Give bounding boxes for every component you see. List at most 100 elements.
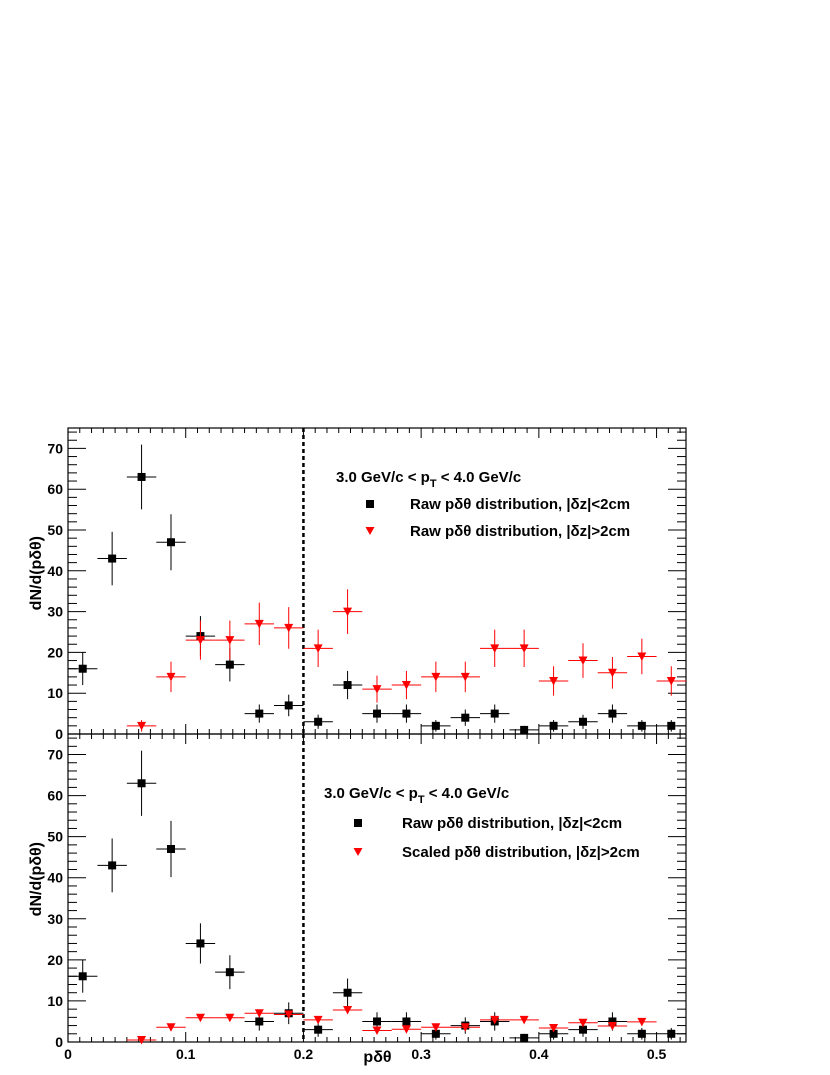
data-point-square	[78, 664, 87, 673]
y-tick-label: 50	[47, 522, 63, 538]
data-point-triangle	[460, 1023, 470, 1032]
data-point-square	[490, 709, 499, 718]
data-point-square	[196, 939, 205, 948]
data-point-triangle	[637, 1017, 647, 1027]
data-point-triangle	[254, 619, 264, 629]
data-point-triangle	[166, 1023, 176, 1032]
data-point-square	[667, 721, 676, 730]
legend-title: 3.0 GeV/c < pT < 4.0 GeV/c	[324, 785, 509, 806]
plot-frame	[67, 733, 687, 1043]
y-tick-label: 10	[47, 685, 63, 701]
data-point-square	[637, 1029, 646, 1038]
data-point-square	[314, 1025, 323, 1034]
data-point-triangle	[578, 1018, 588, 1028]
data-point-square	[608, 709, 617, 718]
data-point-square	[431, 1029, 440, 1038]
data-point-square	[343, 681, 352, 690]
legend-entry-label: Raw pδθ distribution, |δz|>2cm	[410, 523, 630, 540]
y-tick-label: 30	[47, 604, 63, 620]
chart-panel-2: 0 10 20 30 40 50 60 70 0 0.1 0.2 0.3 0.4 0.5 dN/d(pδθ)…	[28, 733, 687, 1066]
data-point-triangle	[195, 1013, 205, 1023]
data-point-square	[108, 554, 117, 563]
y-tick-label: 70	[47, 440, 63, 456]
data-point-square	[431, 721, 440, 730]
data-point-triangle	[225, 636, 235, 645]
data-point-square	[461, 713, 470, 722]
legend-entry-label: Raw pδθ distribution, |δz|<2cm	[410, 496, 630, 513]
data-point-square	[667, 1029, 676, 1038]
x-tick-label: 0.1	[176, 1046, 196, 1062]
data-point-triangle	[490, 1015, 500, 1025]
data-point-square	[225, 660, 234, 669]
data-point-square	[343, 988, 352, 997]
data-point-triangle	[460, 672, 470, 682]
legend-entry-label: Scaled pδθ distribution, |δz|>2cm	[402, 844, 640, 861]
data-point-triangle	[225, 1013, 235, 1023]
y-axis-title: dN/d(pδθ)	[28, 842, 45, 916]
data-point-triangle	[637, 652, 647, 661]
data-point-square	[225, 968, 234, 977]
data-point-square	[549, 1029, 558, 1038]
y-tick-label: 0	[55, 726, 63, 742]
data-point-triangle	[372, 685, 382, 694]
data-point-triangle	[254, 1009, 264, 1018]
y-tick-label: 50	[47, 829, 63, 845]
data-point-triangle	[313, 1015, 323, 1025]
data-point-triangle	[137, 1035, 147, 1045]
data-point-triangle	[490, 644, 500, 653]
data-point-square	[637, 721, 646, 730]
data-point-triangle	[401, 681, 411, 690]
x-tick-label: 0.2	[294, 1046, 314, 1062]
x-tick-label: 0.5	[647, 1046, 667, 1062]
x-tick-label: 0.4	[529, 1046, 549, 1062]
data-point-triangle	[284, 1010, 294, 1019]
data-point-triangle	[519, 644, 529, 653]
data-point-square	[549, 721, 558, 730]
data-point-square	[255, 709, 264, 718]
data-point-square	[255, 1017, 264, 1026]
x-tick-label: 0	[64, 1046, 72, 1062]
x-tick-label: 0.3	[411, 1046, 431, 1062]
legend-title: 3.0 GeV/c < pT < 4.0 GeV/c	[336, 469, 521, 490]
legend-marker-triangle	[365, 527, 375, 535]
data-point-square	[520, 1033, 529, 1042]
y-tick-label: 60	[47, 788, 63, 804]
data-point-triangle	[313, 644, 323, 653]
y-tick-label: 0	[55, 1034, 63, 1050]
series-red-triangles	[126, 1005, 657, 1045]
data-point-square	[520, 725, 529, 734]
series-black-squares	[68, 444, 686, 734]
y-tick-label: 30	[47, 911, 63, 927]
data-point-triangle	[166, 672, 176, 682]
y-tick-label: 60	[47, 481, 63, 497]
y-tick-label: 20	[47, 952, 63, 968]
data-point-triangle	[284, 623, 294, 633]
data-point-square	[137, 472, 146, 481]
legend-marker-square	[354, 819, 362, 827]
legend-marker-square	[366, 500, 374, 508]
y-tick-label: 10	[47, 993, 63, 1009]
data-point-square	[373, 709, 381, 718]
data-point-triangle	[578, 656, 588, 666]
y-tick-label: 70	[47, 747, 63, 763]
legend-marker-triangle	[353, 848, 363, 856]
data-point-triangle	[607, 668, 617, 678]
data-point-triangle	[666, 676, 676, 686]
data-point-triangle	[137, 721, 147, 731]
y-tick-label: 20	[47, 644, 63, 660]
data-point-square	[402, 1017, 411, 1026]
y-tick-label: 40	[47, 563, 63, 579]
y-tick-label: 40	[47, 870, 63, 886]
data-point-triangle	[607, 1021, 617, 1031]
data-point-square	[373, 1017, 381, 1026]
data-point-triangle	[343, 1005, 353, 1015]
legend-entry-label: Raw pδθ distribution, |δz|<2cm	[402, 815, 622, 832]
y-axis-title: dN/d(pδθ)	[28, 536, 45, 610]
x-axis-title: pδθ	[363, 1049, 391, 1066]
data-point-square	[78, 972, 87, 981]
data-point-square	[167, 844, 175, 853]
data-point-square	[608, 1017, 617, 1026]
chart-panel-1: 0 10 20 30 40 50 60 70 dN/d(pδθ) 3.0 GeV/c < pT <…	[28, 427, 687, 742]
data-point-square	[137, 779, 146, 788]
